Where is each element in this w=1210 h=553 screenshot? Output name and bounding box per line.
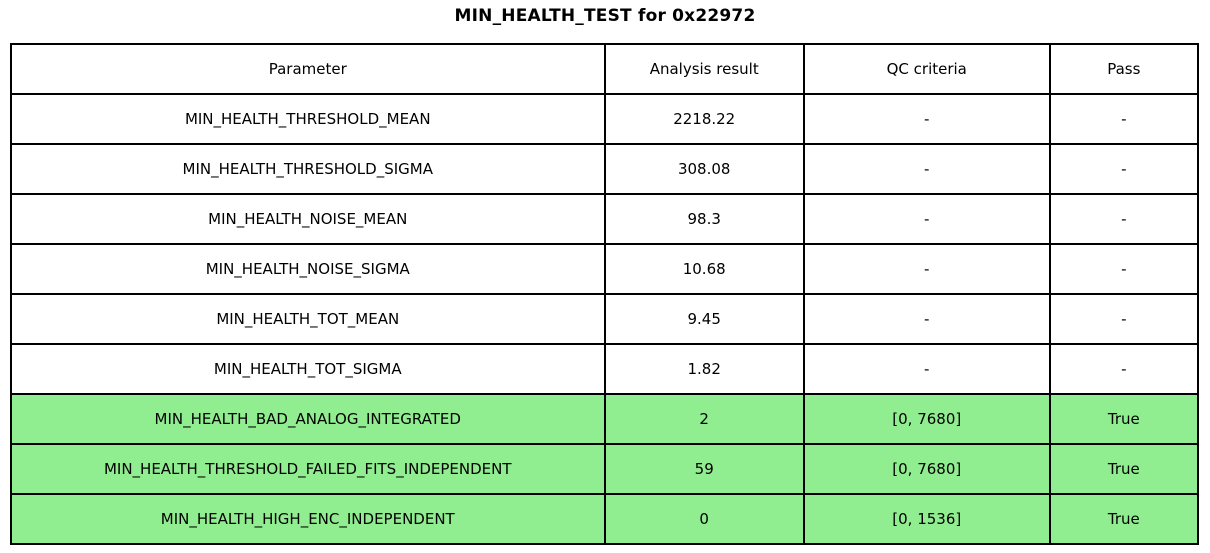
parameter-cell: MIN_HEALTH_TOT_SIGMA [10,343,606,395]
qc-criteria-cell: [0, 7680] [802,443,1051,495]
column-header-qc-criteria: QC criteria [802,43,1051,95]
qc-criteria-cell: [0, 1536] [802,493,1051,545]
parameter-cell: MIN_HEALTH_NOISE_MEAN [10,193,606,245]
qc-criteria-cell: - [802,343,1051,395]
pass-cell: - [1048,343,1200,395]
pass-cell: - [1048,143,1200,195]
table-row: MIN_HEALTH_HIGH_ENC_INDEPENDENT 0 [0, 1536… [10,493,1200,545]
chart-title: MIN_HEALTH_TEST for 0x22972 [454,6,756,26]
table-row: MIN_HEALTH_TOT_SIGMA 1.82- - [10,343,1200,395]
pass-cell: True [1048,493,1200,545]
table-row: MIN_HEALTH_THRESHOLD_FAILED_FITS_INDEPEN… [10,443,1200,495]
qc-criteria-cell: - [802,193,1051,245]
qc-criteria-cell: - [802,293,1051,345]
qc-criteria-cell: [0, 7680] [802,393,1051,445]
column-header-pass: Pass [1048,43,1200,95]
parameter-cell: MIN_HEALTH_THRESHOLD_SIGMA [10,143,606,195]
table-row: MIN_HEALTH_NOISE_SIGMA 10.68- - [10,243,1200,295]
pass-cell: True [1048,393,1200,445]
column-header-analysis-result: Analysis result [603,43,805,95]
analysis-result-cell: 9.45 [603,293,805,345]
analysis-result-cell: 2 [603,393,805,445]
table-row: MIN_HEALTH_THRESHOLD_MEAN 2218.22- - [10,93,1200,145]
parameter-cell: MIN_HEALTH_TOT_MEAN [10,293,606,345]
parameter-cell: MIN_HEALTH_THRESHOLD_MEAN [10,93,606,145]
pass-cell: - [1048,193,1200,245]
qc-criteria-cell: - [802,93,1051,145]
column-header-parameter: Parameter [10,43,606,95]
analysis-result-cell: 0 [603,493,805,545]
header-row: Parameter Analysis result QC criteria Pass [10,43,1200,95]
pass-cell: True [1048,443,1200,495]
qc-criteria-cell: - [802,243,1051,295]
parameter-cell: MIN_HEALTH_HIGH_ENC_INDEPENDENT [10,493,606,545]
analysis-result-cell: 10.68 [603,243,805,295]
qc-criteria-cell: - [802,143,1051,195]
table-row: MIN_HEALTH_TOT_MEAN 9.45- - [10,293,1200,345]
analysis-result-cell: 59 [603,443,805,495]
qc-results-table: Parameter Analysis result QC criteria Pass … [10,43,1200,545]
pass-cell: - [1048,93,1200,145]
parameter-cell: MIN_HEALTH_BAD_ANALOG_INTEGRATED [10,393,606,445]
analysis-result-cell: 308.08 [603,143,805,195]
table-row: MIN_HEALTH_BAD_ANALOG_INTEGRATED 2 [0, 768… [10,393,1200,445]
analysis-result-cell: 98.3 [603,193,805,245]
parameter-cell: MIN_HEALTH_NOISE_SIGMA [10,243,606,295]
pass-cell: - [1048,293,1200,345]
parameter-cell: MIN_HEALTH_THRESHOLD_FAILED_FITS_INDEPEN… [10,443,606,495]
table-row: MIN_HEALTH_NOISE_MEAN 98.3- - [10,193,1200,245]
analysis-result-cell: 1.82 [603,343,805,395]
table-body: MIN_HEALTH_THRESHOLD_MEAN 2218.22- - MIN_HE… [10,93,1200,545]
pass-cell: - [1048,243,1200,295]
analysis-result-cell: 2218.22 [603,93,805,145]
table-row: MIN_HEALTH_THRESHOLD_SIGMA 308.08- - [10,143,1200,195]
